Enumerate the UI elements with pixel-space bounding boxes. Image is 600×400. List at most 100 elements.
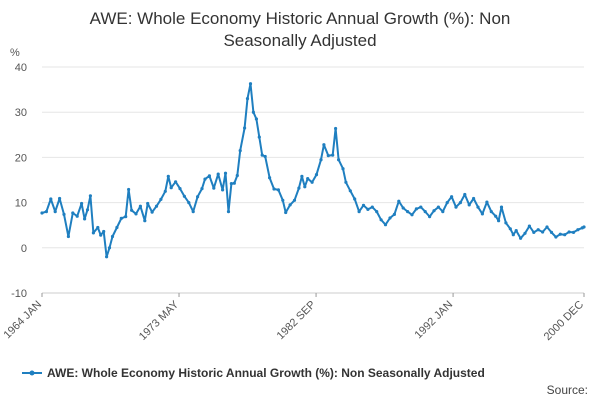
data-point-21[interactable] [119,216,123,220]
data-point-73[interactable] [314,173,319,177]
data-point-137[interactable] [582,225,586,229]
data-point-67[interactable] [292,198,297,202]
data-point-93[interactable] [397,199,401,203]
data-point-96[interactable] [410,213,414,217]
data-point-25[interactable] [134,212,138,216]
data-point-62[interactable] [272,187,276,191]
data-point-109[interactable] [467,203,471,207]
data-point-68[interactable] [297,186,301,190]
data-point-131[interactable] [558,232,562,236]
data-point-65[interactable] [284,210,288,215]
data-point-100[interactable] [428,215,432,219]
data-point-4[interactable] [58,196,62,201]
legend[interactable]: AWE: Whole Economy Historic Annual Growt… [22,366,485,380]
data-point-61[interactable] [268,176,272,180]
data-point-3[interactable] [53,210,57,214]
data-point-106[interactable] [454,205,458,209]
data-point-1[interactable] [44,210,49,214]
data-point-114[interactable] [489,210,493,214]
data-point-98[interactable] [419,205,423,209]
data-point-132[interactable] [563,233,567,237]
data-point-38[interactable] [187,201,191,205]
data-point-116[interactable] [497,219,501,223]
data-point-60[interactable] [263,154,267,159]
data-point-84[interactable] [357,210,361,214]
data-point-52[interactable] [238,149,242,153]
data-point-32[interactable] [163,189,167,193]
data-point-28[interactable] [146,201,150,206]
data-point-86[interactable] [366,207,370,211]
data-point-19[interactable] [110,234,115,239]
data-point-8[interactable] [75,214,79,218]
data-point-58[interactable] [257,135,261,139]
data-point-88[interactable] [375,210,379,214]
data-point-18[interactable] [107,246,112,250]
data-point-99[interactable] [423,210,427,214]
data-point-79[interactable] [337,158,341,162]
data-point-37[interactable] [182,194,186,198]
data-point-113[interactable] [485,200,489,204]
data-point-85[interactable] [361,203,366,207]
data-point-39[interactable] [191,210,195,214]
data-point-90[interactable] [383,223,388,227]
data-point-40[interactable] [196,195,200,199]
data-point-2[interactable] [49,197,53,201]
data-point-76[interactable] [326,154,330,158]
data-point-134[interactable] [571,230,576,234]
data-point-24[interactable] [130,208,134,212]
data-point-87[interactable] [370,205,374,209]
data-point-51[interactable] [235,173,239,178]
data-point-105[interactable] [450,195,454,199]
data-point-15[interactable] [99,233,103,237]
data-point-102[interactable] [436,205,440,209]
data-point-44[interactable] [212,186,216,190]
data-point-127[interactable] [541,230,545,234]
data-point-71[interactable] [306,177,310,181]
data-point-22[interactable] [124,215,128,219]
data-point-70[interactable] [303,185,307,189]
data-point-97[interactable] [414,207,418,211]
data-point-74[interactable] [319,158,323,162]
data-point-26[interactable] [138,204,142,208]
data-point-30[interactable] [154,204,159,208]
data-point-69[interactable] [300,174,304,178]
data-point-35[interactable] [174,180,178,184]
data-point-46[interactable] [221,188,225,192]
data-point-31[interactable] [159,197,163,201]
data-point-101[interactable] [432,209,436,213]
data-point-83[interactable] [353,197,357,201]
data-point-126[interactable] [536,228,540,232]
data-point-20[interactable] [115,225,119,230]
data-point-43[interactable] [207,174,211,178]
data-point-11[interactable] [85,208,90,212]
data-point-103[interactable] [441,210,445,214]
data-point-59[interactable] [260,153,264,157]
data-point-50[interactable] [232,181,236,185]
data-point-119[interactable] [508,227,512,231]
data-point-57[interactable] [254,117,258,121]
data-point-77[interactable] [331,153,335,157]
data-point-47[interactable] [223,171,228,175]
data-point-10[interactable] [83,217,87,221]
data-point-133[interactable] [567,230,571,234]
data-point-7[interactable] [71,211,75,215]
data-point-45[interactable] [216,172,220,176]
data-point-108[interactable] [463,192,467,197]
data-point-66[interactable] [288,203,292,207]
data-point-122[interactable] [519,236,523,240]
data-point-78[interactable] [334,126,338,131]
data-point-118[interactable] [504,221,508,225]
data-point-91[interactable] [388,216,392,220]
data-point-64[interactable] [281,198,285,202]
data-point-130[interactable] [554,235,558,239]
data-point-94[interactable] [401,206,405,210]
data-point-89[interactable] [379,218,383,222]
data-point-23[interactable] [127,187,131,192]
data-point-110[interactable] [472,196,476,201]
data-point-129[interactable] [549,230,554,234]
data-point-29[interactable] [150,210,154,214]
data-point-42[interactable] [203,177,207,181]
data-point-6[interactable] [66,234,70,239]
data-point-41[interactable] [200,187,204,191]
data-point-115[interactable] [494,214,498,218]
